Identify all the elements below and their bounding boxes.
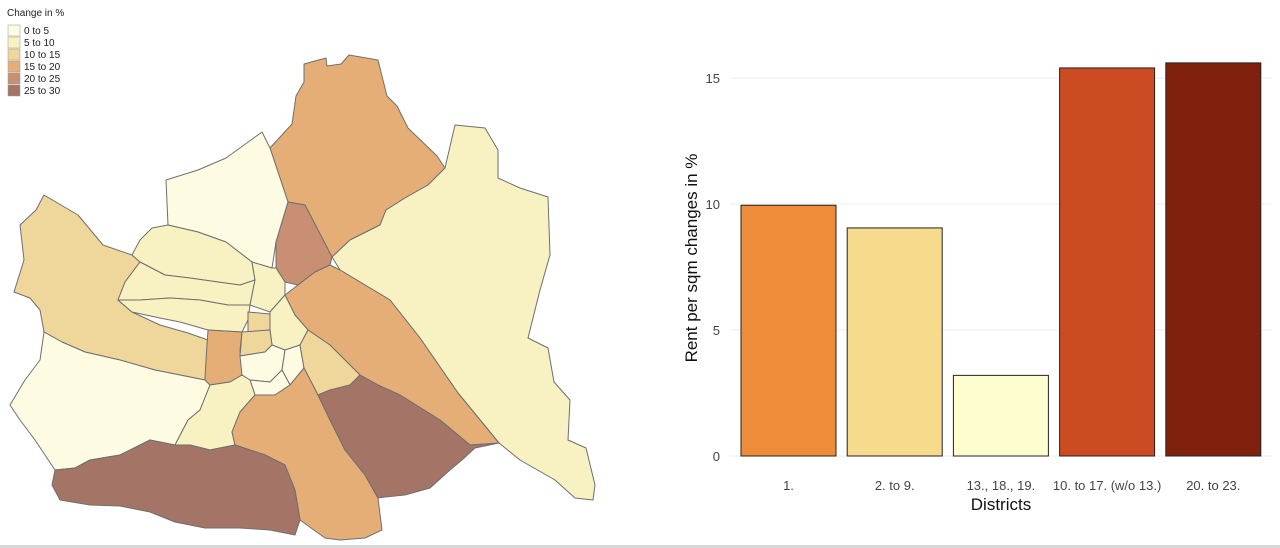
bar-chart: 0 5 10 15 1. 2. to 9. 13., 18., 19. 10. to 17.… — [682, 62, 1272, 514]
y-tick-label: 0 — [713, 449, 720, 464]
y-tick-label: 10 — [706, 197, 720, 212]
legend-swatch — [7, 72, 21, 85]
y-tick-label: 15 — [706, 71, 720, 86]
y-tick-label: 5 — [713, 323, 720, 338]
legend-label: 25 to 30 — [24, 86, 61, 97]
x-tick-label: 13., 18., 19. — [967, 478, 1036, 493]
district-rudolfsheim — [204, 329, 243, 386]
legend-label: 15 to 20 — [24, 62, 61, 73]
district-simmering — [317, 374, 500, 499]
x-tick-label: 2. to 9. — [875, 478, 915, 493]
bar — [1059, 67, 1156, 457]
legend-swatch — [7, 60, 21, 73]
legend-swatch — [7, 24, 21, 37]
x-tick-label: 1. — [783, 478, 794, 493]
y-axis-title: Rent per sqm changes in % — [682, 154, 701, 363]
legend-title: Change in % — [7, 8, 64, 19]
legend-label: 10 to 15 — [24, 50, 61, 61]
district-liesing — [51, 439, 301, 536]
legend-label: 0 to 5 — [24, 26, 49, 37]
district-donaustadt — [331, 124, 596, 501]
bar — [1165, 62, 1262, 457]
x-tick-label: 10. to 17. (w/o 13.) — [1053, 478, 1161, 493]
legend-label: 20 to 25 — [24, 74, 61, 85]
x-axis-title: Districts — [971, 495, 1031, 514]
x-tick-label: 20. to 23. — [1186, 478, 1240, 493]
legend-swatch — [7, 36, 21, 49]
legend-label: 5 to 10 — [24, 38, 55, 49]
bar — [740, 204, 837, 457]
bar — [846, 227, 943, 457]
bar — [952, 374, 1049, 457]
legend-swatch — [7, 48, 21, 61]
district-josefstadt — [247, 311, 271, 333]
legend-swatch — [7, 84, 21, 97]
bottom-rule — [0, 545, 1280, 548]
